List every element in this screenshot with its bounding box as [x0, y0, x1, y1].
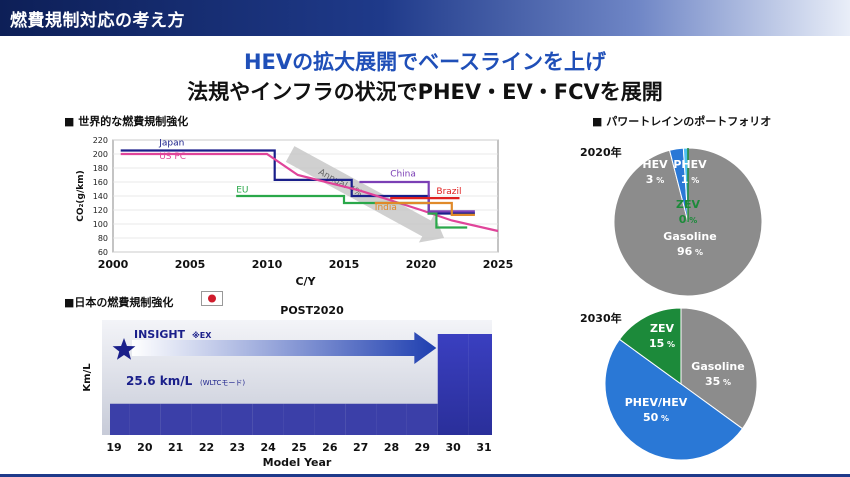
pie-2020-chart: 2020年 Gasoline 96 % HEV 3 % PHEV 1 % ZEV 0 %	[580, 145, 763, 296]
global-regulation-chart: 60 80 100 120 140 160 180 200 220 2000 2005 2010 201…	[76, 136, 514, 288]
slice-label: Gasoline	[663, 230, 716, 243]
chart-title: POST2020	[280, 304, 344, 317]
slice-percent: 35 %	[705, 375, 731, 388]
y-axis-label: CO₂(g/km)	[76, 170, 86, 222]
x-tick-label: 20	[137, 441, 153, 454]
pie-slice-gasoline	[680, 307, 758, 430]
y-tick-label: 100	[93, 220, 108, 229]
slice-label: ZEV	[676, 198, 700, 211]
y-axis-label: Km/L	[82, 363, 93, 392]
regulation-bar	[437, 334, 469, 435]
series-label: India	[375, 203, 397, 213]
pie-2030-chart: 2030年 Gasoline 35 % PHEV/HEV 50 % ZEV 15 %	[580, 307, 758, 461]
x-tick-label: 2000	[98, 258, 129, 271]
headline-line1: HEVの拡大展開でベースラインを上げ	[243, 50, 607, 74]
section-japan: ■日本の燃費規制強化	[64, 296, 174, 309]
star-icon	[112, 338, 136, 360]
regulation-bar	[160, 403, 192, 435]
fuel-economy-value: 25.6 km/L	[126, 374, 193, 388]
series-line-india	[374, 201, 475, 216]
slice-percent: 3 %	[646, 173, 664, 186]
pie-title: 2020年	[580, 145, 622, 159]
footer-bar	[0, 474, 850, 477]
x-tick-label: 2020	[406, 258, 437, 271]
x-tick-label: 19	[106, 441, 121, 454]
x-tick-label: 23	[230, 441, 245, 454]
slice-label: PHEV/HEV	[625, 396, 688, 409]
pie-slice-phev-hev	[604, 338, 744, 461]
series-label: US PC	[159, 152, 186, 162]
x-axis-label: C/Y	[295, 275, 316, 288]
regulation-bar	[252, 403, 284, 435]
x-tick-label: 29	[415, 441, 430, 454]
x-tick-label: 26	[322, 441, 338, 454]
section-portfolio: ■ パワートレインのポートフォリオ	[592, 115, 772, 128]
headline-line2: 法規やインフラの状況でPHEV・EV・FCVを展開	[187, 80, 663, 104]
x-tick-label: 28	[384, 441, 399, 454]
japan-flag-icon	[201, 291, 223, 306]
car-name: INSIGHT	[134, 328, 186, 341]
x-tick-label: 21	[168, 441, 183, 454]
regulation-bar	[345, 403, 377, 435]
page-title: 燃費規制対応の考え方	[10, 11, 185, 31]
regulation-bar	[221, 403, 253, 435]
x-tick-label: 27	[353, 441, 368, 454]
japan-regulation-chart: POST2020 INSIGHT ※EX 25.6 km/L (WLTCモード) 19 20…	[82, 304, 492, 469]
series-label: Brazil	[436, 187, 461, 197]
section-global: ■ 世界的な燃費規制強化	[64, 115, 189, 128]
slice-label: Gasoline	[691, 360, 744, 373]
series-label: China	[390, 169, 416, 179]
x-tick-label: 24	[261, 441, 277, 454]
slice-percent: 1 %	[681, 173, 699, 186]
regulation-bar	[283, 403, 315, 435]
y-tick-label: 120	[93, 206, 108, 215]
x-tick-label: 25	[291, 441, 306, 454]
y-tick-label: 80	[98, 234, 108, 243]
improvement-arrow	[132, 332, 437, 364]
y-tick-label: 180	[93, 164, 108, 173]
fuel-economy-mode: (WLTCモード)	[200, 379, 245, 387]
x-tick-label: 30	[446, 441, 462, 454]
regulation-bar	[191, 403, 222, 435]
pie-title: 2030年	[580, 311, 622, 325]
y-tick-label: 160	[93, 178, 108, 187]
slice-label: ZEV	[650, 322, 674, 335]
regulation-bar	[468, 334, 492, 435]
x-tick-label: 2025	[483, 258, 514, 271]
series-line-us-pc	[120, 152, 499, 233]
y-tick-label: 140	[93, 192, 108, 201]
x-tick-label: 31	[476, 441, 491, 454]
x-tick-label: 2015	[329, 258, 360, 271]
series-label: Japan	[158, 139, 184, 149]
pie-slice-zev	[618, 307, 682, 385]
slice-percent: 0 %	[679, 213, 697, 226]
car-note: ※EX	[192, 330, 212, 340]
slice-label: PHEV	[673, 158, 707, 171]
slice-percent: 15 %	[649, 337, 675, 350]
regulation-bar	[129, 403, 161, 435]
slice-label: HEV	[642, 158, 668, 171]
trend-arrow	[285, 146, 445, 243]
slice-percent: 96 %	[677, 245, 703, 258]
y-tick-label: 220	[93, 136, 108, 145]
x-tick-label: 22	[199, 441, 214, 454]
regulation-bar	[406, 403, 438, 435]
regulation-bar	[110, 403, 130, 435]
header-bar: 燃費規制対応の考え方	[0, 0, 850, 36]
regulation-bar	[376, 403, 407, 435]
x-tick-label: 2005	[175, 258, 206, 271]
x-axis-label: Model Year	[263, 456, 332, 469]
regulation-bar	[314, 403, 346, 435]
x-tick-label: 2010	[252, 258, 283, 271]
y-tick-label: 200	[93, 150, 108, 159]
y-tick-label: 60	[98, 248, 108, 257]
slice-percent: 50 %	[643, 411, 669, 424]
series-label: EU	[236, 186, 248, 196]
